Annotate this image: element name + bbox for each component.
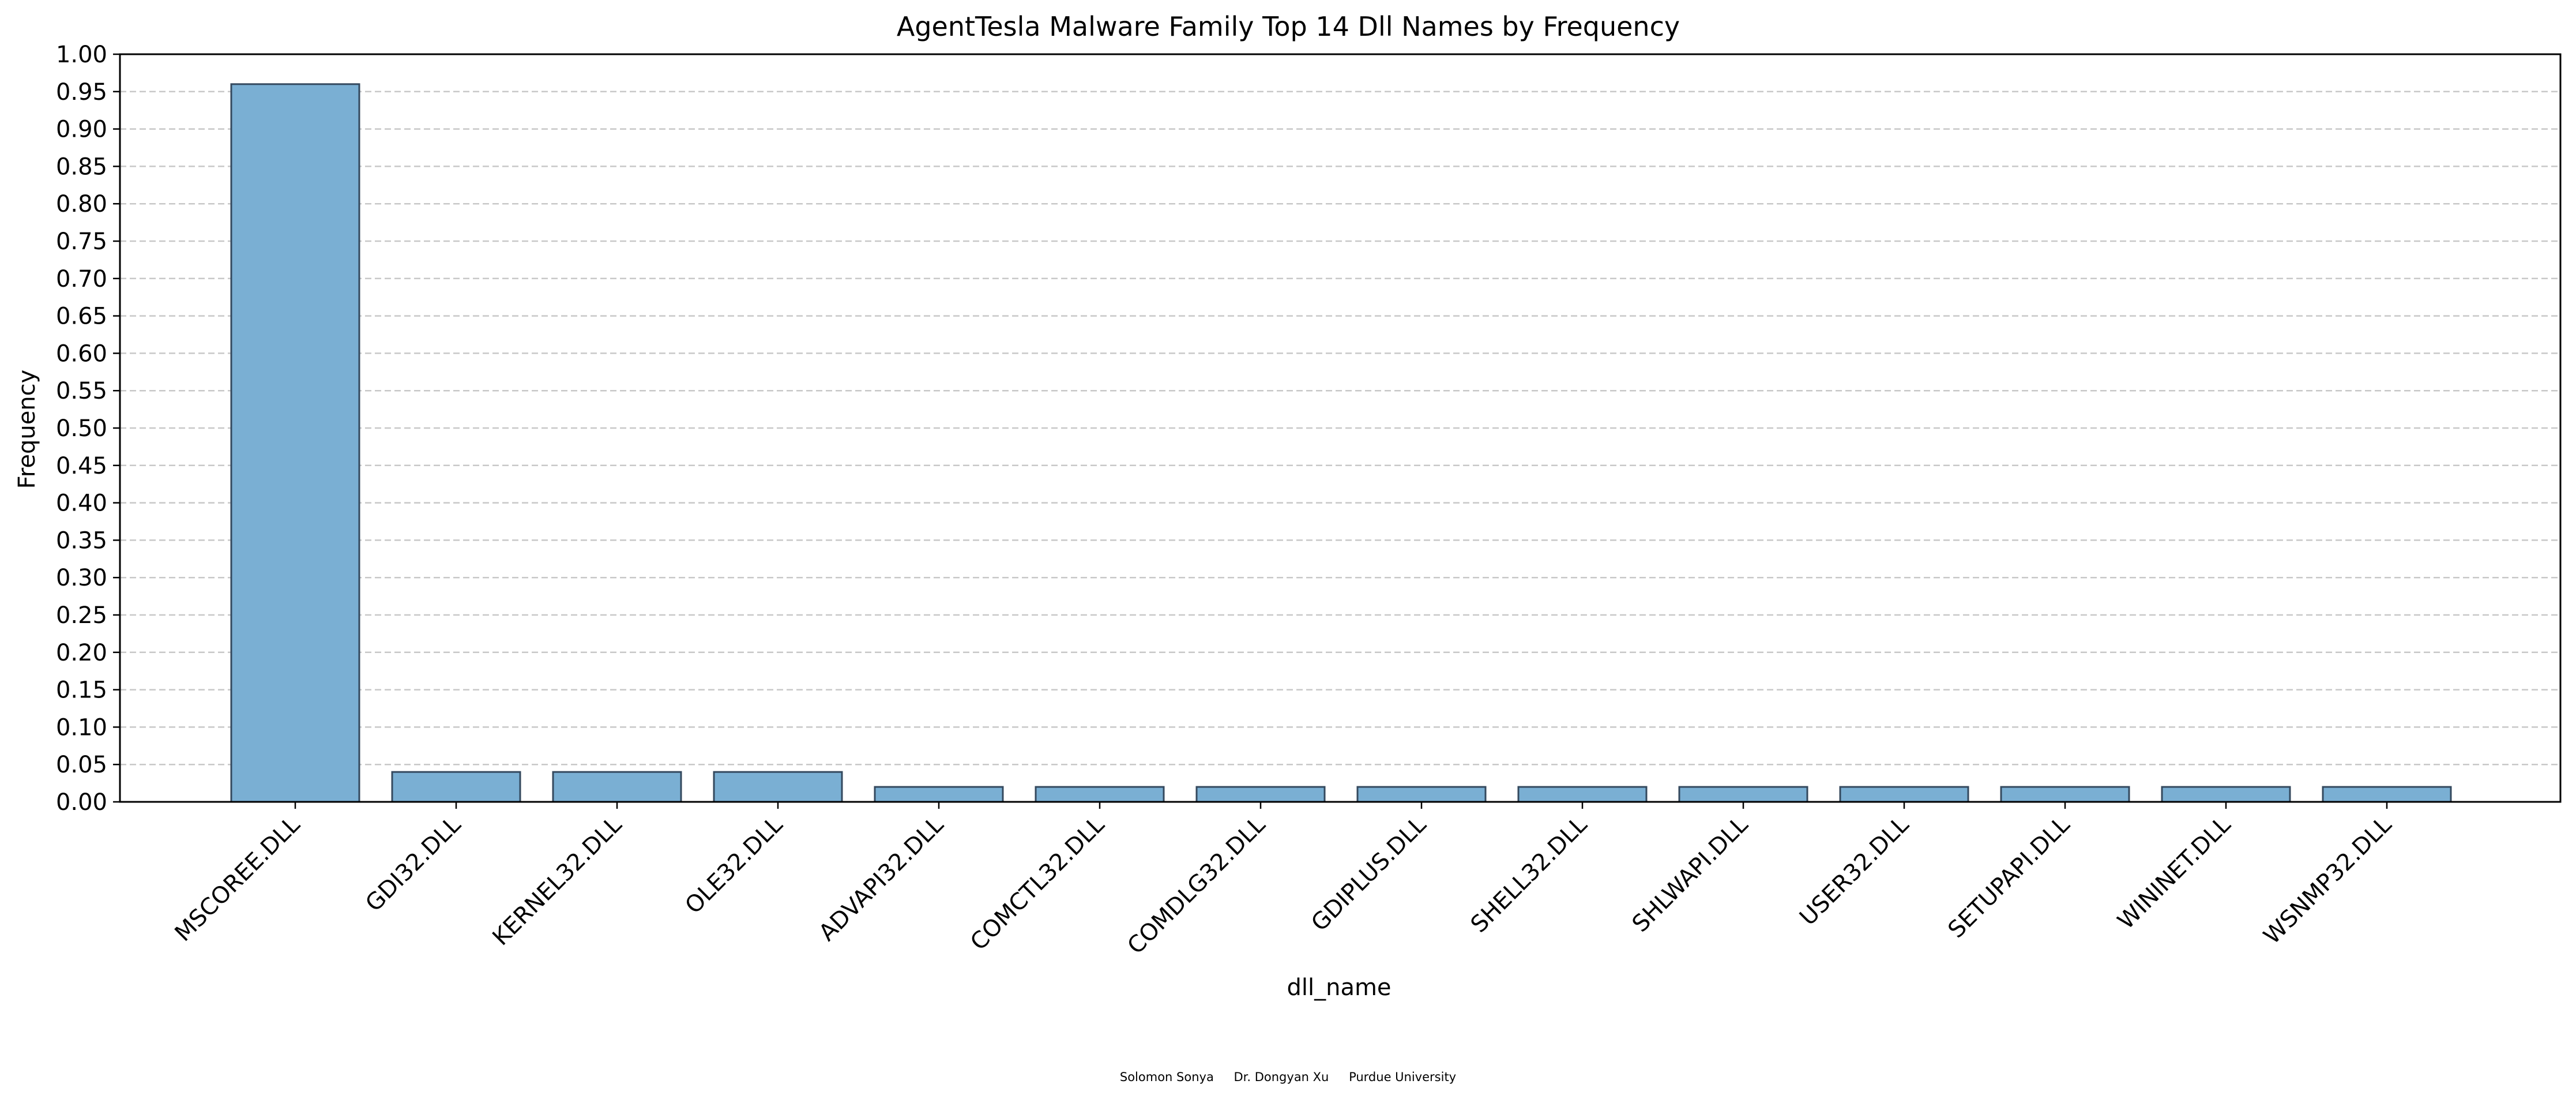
x-tick-label: WSNMP32.DLL xyxy=(2259,811,2397,950)
y-tick-label: 0.15 xyxy=(56,677,107,704)
y-tick-label: 0.60 xyxy=(56,340,107,367)
y-tick-label: 0.05 xyxy=(56,752,107,778)
y-tick-label: 0.10 xyxy=(56,714,107,741)
bar xyxy=(2322,786,2452,803)
credit-author-2: Dr. Dongyan Xu xyxy=(1234,1070,1329,1084)
credit-author-1: Solomon Sonya xyxy=(1119,1070,1214,1084)
y-tick-label: 0.85 xyxy=(56,153,107,180)
y-tick-label: 0.40 xyxy=(56,490,107,517)
y-tick-label: 0.45 xyxy=(56,453,107,479)
bar xyxy=(230,83,360,803)
bars xyxy=(230,83,2452,803)
bar xyxy=(2161,786,2291,803)
bar xyxy=(1839,786,1969,803)
y-tick-label: 0.65 xyxy=(56,303,107,330)
y-tick-label: 0.35 xyxy=(56,527,107,554)
x-tick-label: USER32.DLL xyxy=(1795,811,1914,931)
y-tick-label: 0.50 xyxy=(56,415,107,442)
y-tick-label: 0.25 xyxy=(56,602,107,629)
x-tick-label: KERNEL32.DLL xyxy=(487,811,627,951)
x-axis-label: dll_name xyxy=(1287,974,1391,1001)
y-tick-label: 0.30 xyxy=(56,565,107,591)
x-tick-label: ADVAPI32.DLL xyxy=(814,811,949,946)
y-tick-label: 0.75 xyxy=(56,228,107,255)
y-tick-label: 0.90 xyxy=(56,117,107,143)
x-tick-label: SHLWAPI.DLL xyxy=(1627,811,1754,937)
x-tick-label: WININET.DLL xyxy=(2112,811,2236,935)
x-tick-label: OLE32.DLL xyxy=(680,811,788,919)
bar xyxy=(713,771,843,803)
y-tick-label: 0.00 xyxy=(56,789,107,816)
y-tick-label: 0.55 xyxy=(56,378,107,404)
bar xyxy=(2000,786,2130,803)
x-tick-label: COMDLG32.DLL xyxy=(1122,811,1270,959)
bar xyxy=(874,786,1004,803)
bar xyxy=(391,771,521,803)
y-tick-label: 0.20 xyxy=(56,640,107,666)
chart-title: AgentTesla Malware Family Top 14 Dll Nam… xyxy=(897,11,1680,42)
bar xyxy=(1195,786,1326,803)
y-tick-label: 0.70 xyxy=(56,266,107,292)
y-tick-label: 1.00 xyxy=(56,42,107,68)
x-tick-label: SETUPAPI.DLL xyxy=(1943,811,2075,943)
x-tick-label: COMCTL32.DLL xyxy=(965,811,1110,956)
y-tick-label: 0.95 xyxy=(56,79,107,106)
x-tick-label: SHELL32.DLL xyxy=(1466,811,1593,938)
bar xyxy=(552,771,682,803)
x-tick-label: GDIPLUS.DLL xyxy=(1306,811,1431,936)
y-axis-label: Frequency xyxy=(14,370,40,489)
y-axis: 0.00 0.05 0.10 0.15 0.20 0.25 0.30 0.35 0.40 0.45… xyxy=(56,42,120,816)
grid-lines xyxy=(120,53,2560,803)
bar xyxy=(1356,786,1487,803)
x-tick-label: MSCOREE.DLL xyxy=(170,811,305,947)
x-axis: MSCOREE.DLL GDI32.DLL KERNEL32.DLL OLE32.DL… xyxy=(170,802,2397,959)
credits: Solomon Sonya Dr. Dongyan Xu Purdue Univ… xyxy=(0,1070,2576,1084)
credit-organization: Purdue University xyxy=(1349,1070,1457,1084)
x-tick-label: GDI32.DLL xyxy=(360,811,466,917)
y-tick-label: 0.80 xyxy=(56,191,107,217)
bar xyxy=(1678,786,1808,803)
bar xyxy=(1035,786,1165,803)
bar xyxy=(1517,786,1648,803)
